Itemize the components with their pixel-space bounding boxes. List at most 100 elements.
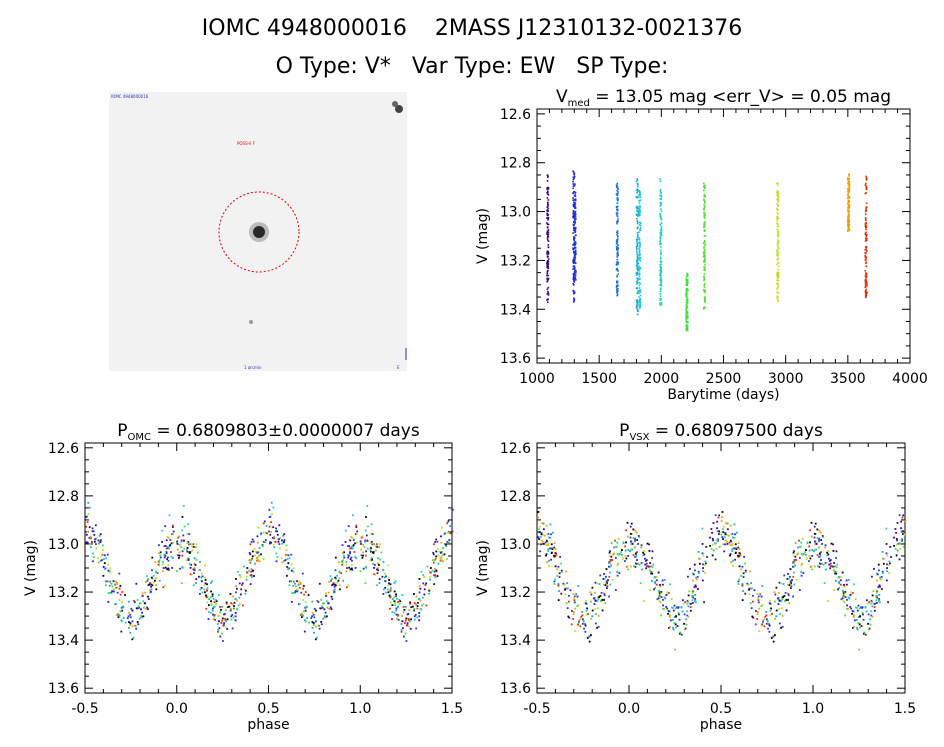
data-point: [304, 609, 307, 612]
data-point: [630, 540, 632, 543]
data-point: [671, 606, 674, 609]
data-point: [207, 611, 210, 613]
data-point: [685, 623, 688, 626]
data-point: [639, 224, 642, 227]
data-point: [703, 273, 706, 275]
data-point: [294, 590, 297, 593]
data-point: [140, 614, 143, 617]
data-point: [865, 225, 868, 227]
data-point: [825, 568, 827, 571]
data-point: [674, 607, 677, 610]
data-point: [703, 284, 705, 287]
data-point: [372, 563, 375, 565]
data-point: [109, 580, 112, 583]
data-point: [638, 265, 640, 267]
data-point: [661, 579, 664, 582]
data-point: [328, 608, 331, 610]
data-point: [572, 592, 575, 595]
data-point: [659, 278, 662, 281]
data-point: [547, 244, 550, 246]
data-point: [685, 308, 687, 310]
data-point: [679, 632, 681, 635]
data-point: [397, 613, 400, 616]
data-point: [146, 579, 149, 582]
plot-frame: [84, 442, 453, 694]
data-point: [451, 530, 454, 533]
data-point: [616, 194, 619, 197]
data-point: [299, 614, 302, 616]
data-point: [308, 621, 311, 624]
data-point: [865, 231, 867, 234]
data-point: [546, 239, 549, 241]
data-point: [221, 617, 224, 620]
data-point: [250, 541, 253, 543]
data-point: [116, 591, 119, 594]
data-point: [847, 228, 849, 231]
data-point: [865, 226, 867, 229]
data-point: [574, 252, 577, 255]
data-point: [685, 314, 688, 317]
data-point: [639, 304, 642, 307]
data-point: [577, 603, 580, 606]
data-point: [425, 604, 428, 607]
data-point: [703, 257, 706, 259]
data-point: [572, 613, 575, 616]
data-point: [178, 535, 181, 538]
data-point: [671, 619, 674, 621]
data-point: [338, 577, 341, 580]
data-point: [686, 614, 689, 617]
data-point: [697, 570, 700, 573]
data-point: [776, 251, 779, 254]
data-point: [111, 590, 114, 593]
data-point: [870, 610, 873, 613]
data-point: [703, 193, 706, 196]
data-point: [391, 611, 394, 613]
data-point: [649, 570, 652, 572]
data-point: [417, 601, 419, 604]
y-tick-label: 13.4: [500, 302, 531, 318]
data-point: [678, 613, 680, 616]
data-point: [659, 601, 662, 604]
data-point: [759, 593, 762, 596]
data-point: [617, 290, 619, 292]
data-point: [739, 553, 742, 556]
data-point: [862, 618, 865, 621]
data-point: [236, 607, 238, 610]
data-point: [233, 605, 235, 607]
data-point: [238, 582, 241, 585]
data-point: [573, 237, 576, 240]
data-point: [185, 548, 188, 551]
data-point: [599, 600, 602, 602]
data-point: [306, 617, 309, 619]
data-point: [605, 587, 608, 589]
data-point: [814, 522, 817, 525]
data-point: [128, 611, 131, 614]
data-point: [659, 241, 662, 244]
data-point: [576, 595, 579, 598]
data-point: [573, 226, 576, 229]
data-point: [217, 620, 220, 623]
data-point: [617, 253, 619, 256]
data-point: [547, 286, 550, 289]
data-point: [636, 277, 638, 280]
data-point: [720, 520, 723, 522]
data-point: [366, 547, 369, 550]
data-point: [821, 534, 824, 537]
data-point: [575, 234, 577, 237]
data-point: [615, 268, 618, 271]
data-point: [608, 575, 611, 578]
data-point: [733, 547, 736, 550]
data-point: [572, 209, 575, 212]
data-point: [563, 584, 566, 586]
data-point: [214, 598, 217, 601]
data-point: [741, 583, 744, 586]
data-point: [192, 584, 195, 587]
data-point: [324, 616, 327, 619]
data-point: [847, 177, 850, 180]
data-point: [758, 607, 761, 610]
y-tick-label: 13.2: [500, 253, 531, 269]
data-point: [239, 576, 242, 578]
data-point: [738, 552, 741, 555]
data-point: [821, 562, 824, 565]
data-point: [446, 540, 449, 543]
